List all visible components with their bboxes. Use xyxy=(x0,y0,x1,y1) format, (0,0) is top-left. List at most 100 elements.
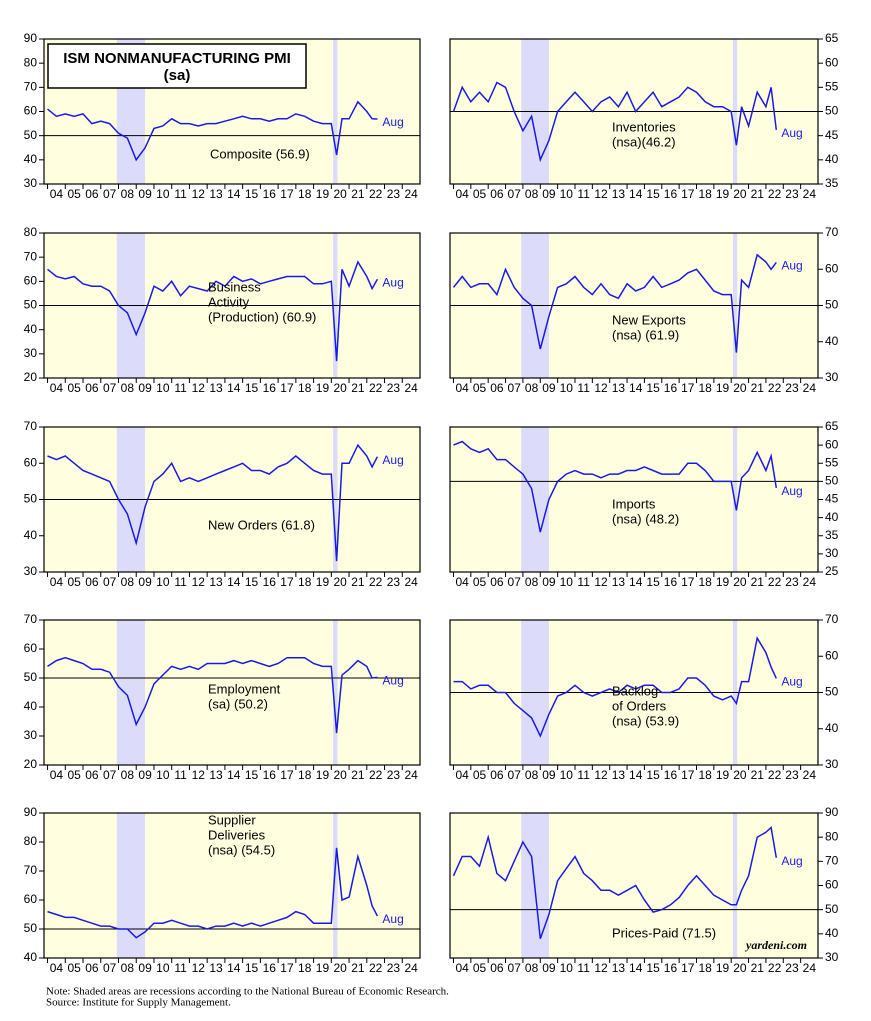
x-tick-label: 14 xyxy=(227,575,241,589)
x-tick-label: 20 xyxy=(733,381,747,395)
x-tick-label: 22 xyxy=(369,187,383,201)
x-tick-label: 13 xyxy=(612,768,626,782)
x-tick-label: 07 xyxy=(103,575,117,589)
x-tick-label: 12 xyxy=(192,768,206,782)
x-tick-label: 21 xyxy=(751,381,765,395)
x-tick-label: 24 xyxy=(803,381,817,395)
x-tick-label: 10 xyxy=(156,768,170,782)
x-tick-label: 09 xyxy=(138,187,152,201)
y-tick-label: 40 xyxy=(825,152,839,166)
x-tick-label: 08 xyxy=(121,575,135,589)
series-label: (nsa) (61.9) xyxy=(612,327,679,342)
x-tick-label: 23 xyxy=(785,187,799,201)
x-tick-label: 15 xyxy=(245,187,259,201)
series-label: Inventories xyxy=(612,119,676,134)
series-label: Employment xyxy=(208,681,281,696)
x-tick-label: 22 xyxy=(768,768,782,782)
x-tick-label: 05 xyxy=(67,961,81,975)
x-tick-label: 09 xyxy=(138,961,152,975)
x-tick-label: 09 xyxy=(542,961,556,975)
y-tick-label: 65 xyxy=(825,31,839,45)
x-tick-label: 06 xyxy=(490,381,504,395)
x-tick-label: 08 xyxy=(525,768,539,782)
x-tick-label: 19 xyxy=(316,768,330,782)
x-tick-label: 15 xyxy=(646,381,660,395)
x-tick-label: 13 xyxy=(209,187,223,201)
x-tick-label: 16 xyxy=(263,381,277,395)
x-tick-label: 24 xyxy=(803,768,817,782)
x-tick-label: 04 xyxy=(50,575,64,589)
x-tick-label: 11 xyxy=(174,575,187,589)
x-tick-label: 07 xyxy=(103,768,117,782)
y-tick-label: 60 xyxy=(24,274,38,288)
x-tick-label: 14 xyxy=(629,381,643,395)
x-tick-label: 08 xyxy=(121,187,135,201)
x-tick-label: 13 xyxy=(612,381,626,395)
x-tick-label: 05 xyxy=(67,381,81,395)
x-tick-label: 16 xyxy=(664,768,678,782)
x-tick-label: 13 xyxy=(612,187,626,201)
x-tick-label: 05 xyxy=(473,768,487,782)
x-tick-label: 23 xyxy=(387,768,401,782)
x-tick-label: 18 xyxy=(698,187,712,201)
x-tick-label: 16 xyxy=(664,961,678,975)
last-label: Aug xyxy=(781,484,802,498)
series-label: (Production) (60.9) xyxy=(208,309,316,324)
x-tick-label: 15 xyxy=(646,575,660,589)
x-tick-label: 16 xyxy=(263,187,277,201)
x-tick-label: 16 xyxy=(263,575,277,589)
x-tick-label: 04 xyxy=(455,768,469,782)
y-tick-label: 50 xyxy=(825,298,839,312)
plot-area xyxy=(450,427,818,572)
recession-band xyxy=(333,813,338,958)
x-tick-label: 13 xyxy=(612,961,626,975)
last-label: Aug xyxy=(781,259,802,273)
x-tick-label: 06 xyxy=(490,187,504,201)
x-tick-label: 17 xyxy=(280,381,294,395)
x-tick-label: 17 xyxy=(681,187,695,201)
y-tick-label: 80 xyxy=(24,55,38,69)
x-tick-label: 10 xyxy=(560,187,574,201)
x-tick-label: 06 xyxy=(490,575,504,589)
x-tick-label: 20 xyxy=(733,187,747,201)
x-tick-label: 19 xyxy=(316,381,330,395)
y-tick-label: 65 xyxy=(825,419,839,433)
x-tick-label: 14 xyxy=(629,768,643,782)
y-tick-label: 40 xyxy=(24,699,38,713)
x-tick-label: 17 xyxy=(681,381,695,395)
x-tick-label: 04 xyxy=(455,961,469,975)
series-label: (nsa) (53.9) xyxy=(612,713,679,728)
x-tick-label: 15 xyxy=(245,381,259,395)
x-tick-label: 07 xyxy=(103,961,117,975)
y-tick-label: 40 xyxy=(825,721,839,735)
data-line xyxy=(453,636,777,738)
last-label: Aug xyxy=(382,912,403,926)
x-tick-label: 10 xyxy=(560,381,574,395)
note: Note: Shaded areas are recessions accord… xyxy=(46,986,449,998)
x-tick-label: 16 xyxy=(664,187,678,201)
x-tick-label: 15 xyxy=(245,575,259,589)
y-tick-label: 40 xyxy=(24,950,38,964)
x-tick-label: 17 xyxy=(681,768,695,782)
plot-area xyxy=(44,813,420,958)
x-tick-label: 22 xyxy=(768,381,782,395)
x-tick-label: 10 xyxy=(156,575,170,589)
x-tick-label: 19 xyxy=(716,575,730,589)
x-tick-label: 10 xyxy=(156,187,170,201)
x-tick-label: 14 xyxy=(629,187,643,201)
x-tick-label: 04 xyxy=(50,768,64,782)
y-tick-label: 70 xyxy=(24,863,38,877)
y-tick-label: 30 xyxy=(825,950,839,964)
x-tick-label: 15 xyxy=(646,961,660,975)
x-tick-label: 12 xyxy=(192,961,206,975)
x-tick-label: 05 xyxy=(67,575,81,589)
data-line xyxy=(453,440,778,533)
x-tick-label: 21 xyxy=(751,187,765,201)
x-tick-label: 08 xyxy=(121,381,135,395)
y-tick-label: 60 xyxy=(24,641,38,655)
x-tick-label: 20 xyxy=(334,381,348,395)
y-tick-label: 70 xyxy=(825,612,839,626)
x-tick-label: 18 xyxy=(698,768,712,782)
series-label: Supplier xyxy=(208,812,256,827)
x-tick-label: 09 xyxy=(542,381,556,395)
